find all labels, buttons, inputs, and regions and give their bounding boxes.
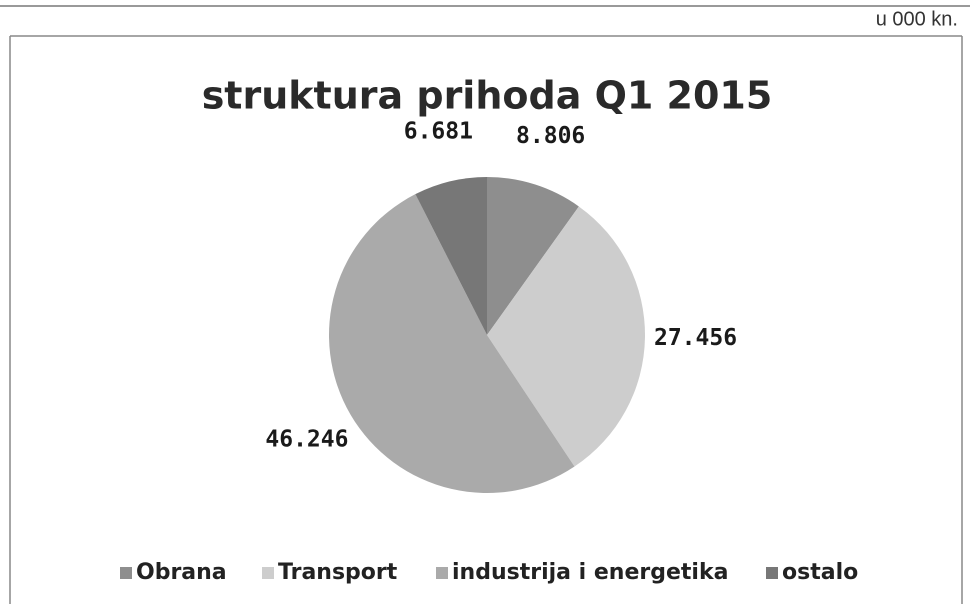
pie-slice (487, 177, 579, 335)
pie-slice (329, 194, 575, 493)
legend-swatch (436, 567, 448, 579)
legend-label: Transport (278, 560, 398, 585)
data-label: 27.456 (654, 325, 737, 351)
legend-label: Obrana (136, 560, 227, 585)
unit-note: u 000 kn. (876, 8, 958, 30)
chart-title: struktura prihoda Q1 2015 (202, 74, 773, 118)
pie-slice (487, 206, 645, 467)
legend-label: ostalo (782, 560, 858, 585)
legend-swatch (262, 567, 274, 579)
legend-swatch (766, 567, 778, 579)
legend-swatch (120, 567, 132, 579)
data-label: 8.806 (516, 123, 585, 149)
data-label: 6.681 (404, 119, 473, 145)
data-label: 46.246 (265, 427, 348, 453)
legend-label: industrija i energetika (452, 560, 728, 585)
pie-slice (415, 177, 487, 335)
